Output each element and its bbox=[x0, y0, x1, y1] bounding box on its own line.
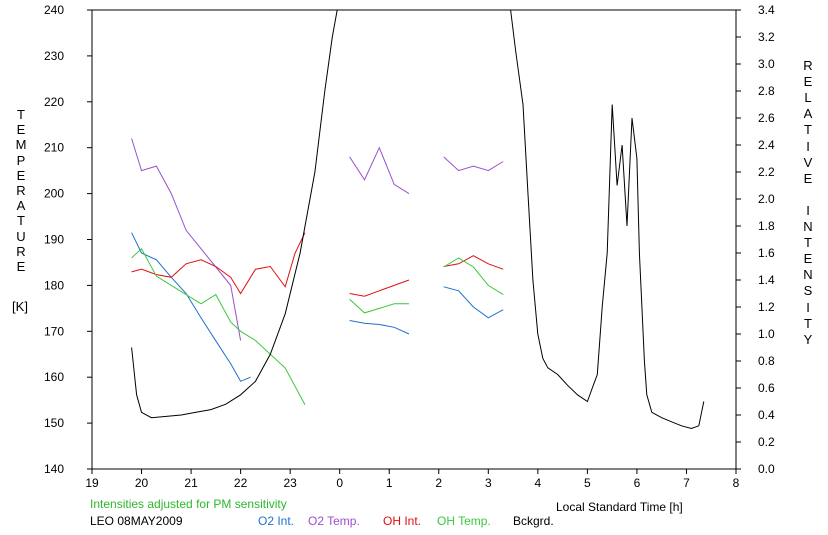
left-axis-title-letter: T bbox=[17, 213, 25, 229]
x-tick-label: 23 bbox=[283, 476, 297, 490]
series-bckgrd-segment-1 bbox=[131, 10, 338, 419]
y-left-tick-label: 180 bbox=[44, 278, 64, 292]
y-right-tick-label: 1.8 bbox=[758, 219, 775, 233]
right-axis-title-letter: V bbox=[803, 154, 813, 170]
x-tick-label: 20 bbox=[135, 476, 149, 490]
series-oh-int-segment-3 bbox=[443, 255, 504, 270]
x-tick-label: 8 bbox=[733, 476, 740, 490]
right-axis-title-letter: I bbox=[806, 202, 810, 218]
series-o2-temp-segment-1 bbox=[131, 138, 242, 341]
series-o2-temp-segment-2 bbox=[349, 146, 410, 195]
left-axis-title-letter: U bbox=[16, 228, 26, 244]
x-tick-label: 0 bbox=[336, 476, 343, 490]
right-axis-title-letter: T bbox=[804, 122, 812, 138]
right-axis-title-letter: Y bbox=[803, 331, 813, 347]
x-tick-label: 7 bbox=[683, 476, 690, 490]
series-bckgrd-segment-2 bbox=[510, 10, 705, 430]
y-right-tick-label: 2.0 bbox=[758, 192, 775, 206]
y-right-tick-label: 3.0 bbox=[758, 57, 775, 71]
left-axis-title-letter: A bbox=[16, 198, 26, 214]
x-tick-label: 5 bbox=[584, 476, 591, 490]
y-left-tick-label: 200 bbox=[44, 187, 64, 201]
x-tick-label: 2 bbox=[435, 476, 442, 490]
legend-item: OH Temp. bbox=[437, 514, 491, 528]
series-oh-temp-segment-2 bbox=[349, 298, 409, 314]
left-axis-title-letter: E bbox=[16, 259, 26, 274]
y-right-tick-label: 0.4 bbox=[758, 408, 775, 422]
x-tick-label: 22 bbox=[234, 476, 248, 490]
station-date-label: LEO 08MAY2009 bbox=[90, 514, 183, 528]
series-layer bbox=[131, 10, 705, 430]
series-oh-int-segment-2 bbox=[349, 279, 410, 297]
series-oh-int-segment-1 bbox=[131, 232, 306, 295]
right-axis-title-letter: T bbox=[804, 235, 812, 251]
right-axis-title-letter: N bbox=[803, 219, 813, 234]
y-right-tick-label: 0.6 bbox=[758, 381, 775, 395]
y-right-tick-label: 2.2 bbox=[758, 165, 775, 179]
y-left-tick-label: 150 bbox=[44, 416, 64, 430]
legend-item: OH Int. bbox=[383, 514, 422, 528]
y-right-tick-label: 2.4 bbox=[758, 138, 775, 152]
left-axis-unit: [K] bbox=[12, 299, 28, 314]
x-axis-title: Local Standard Time [h] bbox=[556, 500, 683, 514]
right-axis-title-letter: R bbox=[803, 58, 813, 73]
sensitivity-note: Intensities adjusted for PM sensitivity bbox=[90, 497, 287, 511]
right-axis-title-letter: T bbox=[804, 315, 812, 331]
y-left-tick-label: 170 bbox=[44, 324, 64, 338]
y-right-tick-label: 2.8 bbox=[758, 84, 775, 98]
left-axis-title-letter: R bbox=[16, 243, 26, 259]
series-o2-int-segment-2 bbox=[349, 320, 410, 335]
x-tick-label: 21 bbox=[184, 476, 198, 490]
left-axis-title-letter: M bbox=[15, 137, 27, 153]
y-right-tick-label: 2.6 bbox=[758, 111, 775, 125]
series-o2-temp-segment-3 bbox=[443, 156, 504, 172]
y-right-tick-label: 0.8 bbox=[758, 354, 775, 368]
right-axis-title-letter: E bbox=[803, 251, 813, 267]
left-axis-title-letter: E bbox=[16, 167, 26, 183]
right-axis-title-letter: E bbox=[803, 170, 813, 186]
left-axis-title-letter: E bbox=[16, 122, 26, 138]
x-tick-label: 1 bbox=[386, 476, 393, 490]
series-o2-int-segment-1 bbox=[131, 232, 251, 382]
y-left-tick-label: 190 bbox=[44, 233, 64, 247]
y-right-tick-label: 0.2 bbox=[758, 435, 775, 449]
right-axis-title-letter: I bbox=[806, 138, 810, 154]
y-left-tick-label: 220 bbox=[44, 95, 64, 109]
right-axis-title-letter: E bbox=[803, 74, 813, 90]
left-axis-title-letter: R bbox=[16, 183, 26, 198]
y-right-tick-label: 3.2 bbox=[758, 30, 775, 44]
y-left-tick-label: 240 bbox=[44, 3, 64, 17]
legend-item: O2 Int. bbox=[258, 514, 295, 528]
right-axis-title-letter: S bbox=[803, 283, 813, 299]
right-axis-title-letter: N bbox=[803, 267, 813, 283]
y-right-tick-label: 1.0 bbox=[758, 327, 775, 341]
left-axis-title-letter: T bbox=[17, 107, 25, 122]
series-oh-temp-segment-3 bbox=[443, 257, 504, 296]
right-axis-title-letter: I bbox=[806, 299, 810, 315]
x-tick-label: 19 bbox=[85, 476, 99, 490]
axis-layer: 19 20 21 22 23 0 1 2 3 4 5 6 7 8140150160170180190200… bbox=[44, 3, 775, 490]
series-oh-temp-segment-1 bbox=[131, 247, 306, 405]
x-tick-label: 6 bbox=[634, 476, 641, 490]
y-left-tick-label: 140 bbox=[44, 462, 64, 476]
right-axis-title-letter: L bbox=[804, 90, 812, 106]
left-axis-title-letter: P bbox=[16, 152, 26, 168]
series-o2-int-segment-3 bbox=[443, 286, 504, 319]
y-right-tick-label: 1.4 bbox=[758, 273, 775, 287]
y-right-tick-label: 3.4 bbox=[758, 3, 775, 17]
y-left-tick-label: 210 bbox=[44, 141, 64, 155]
y-right-tick-label: 0.0 bbox=[758, 462, 775, 476]
legend-item: O2 Temp. bbox=[308, 514, 360, 528]
legend-item: Bckgrd. bbox=[513, 514, 554, 528]
x-tick-label: 4 bbox=[535, 476, 542, 490]
y-left-tick-label: 230 bbox=[44, 49, 64, 63]
y-right-tick-label: 1.2 bbox=[758, 300, 775, 314]
y-left-tick-label: 160 bbox=[44, 370, 64, 384]
y-right-tick-label: 1.6 bbox=[758, 246, 775, 260]
right-axis-title-letter: A bbox=[803, 106, 813, 122]
x-tick-label: 3 bbox=[485, 476, 492, 490]
